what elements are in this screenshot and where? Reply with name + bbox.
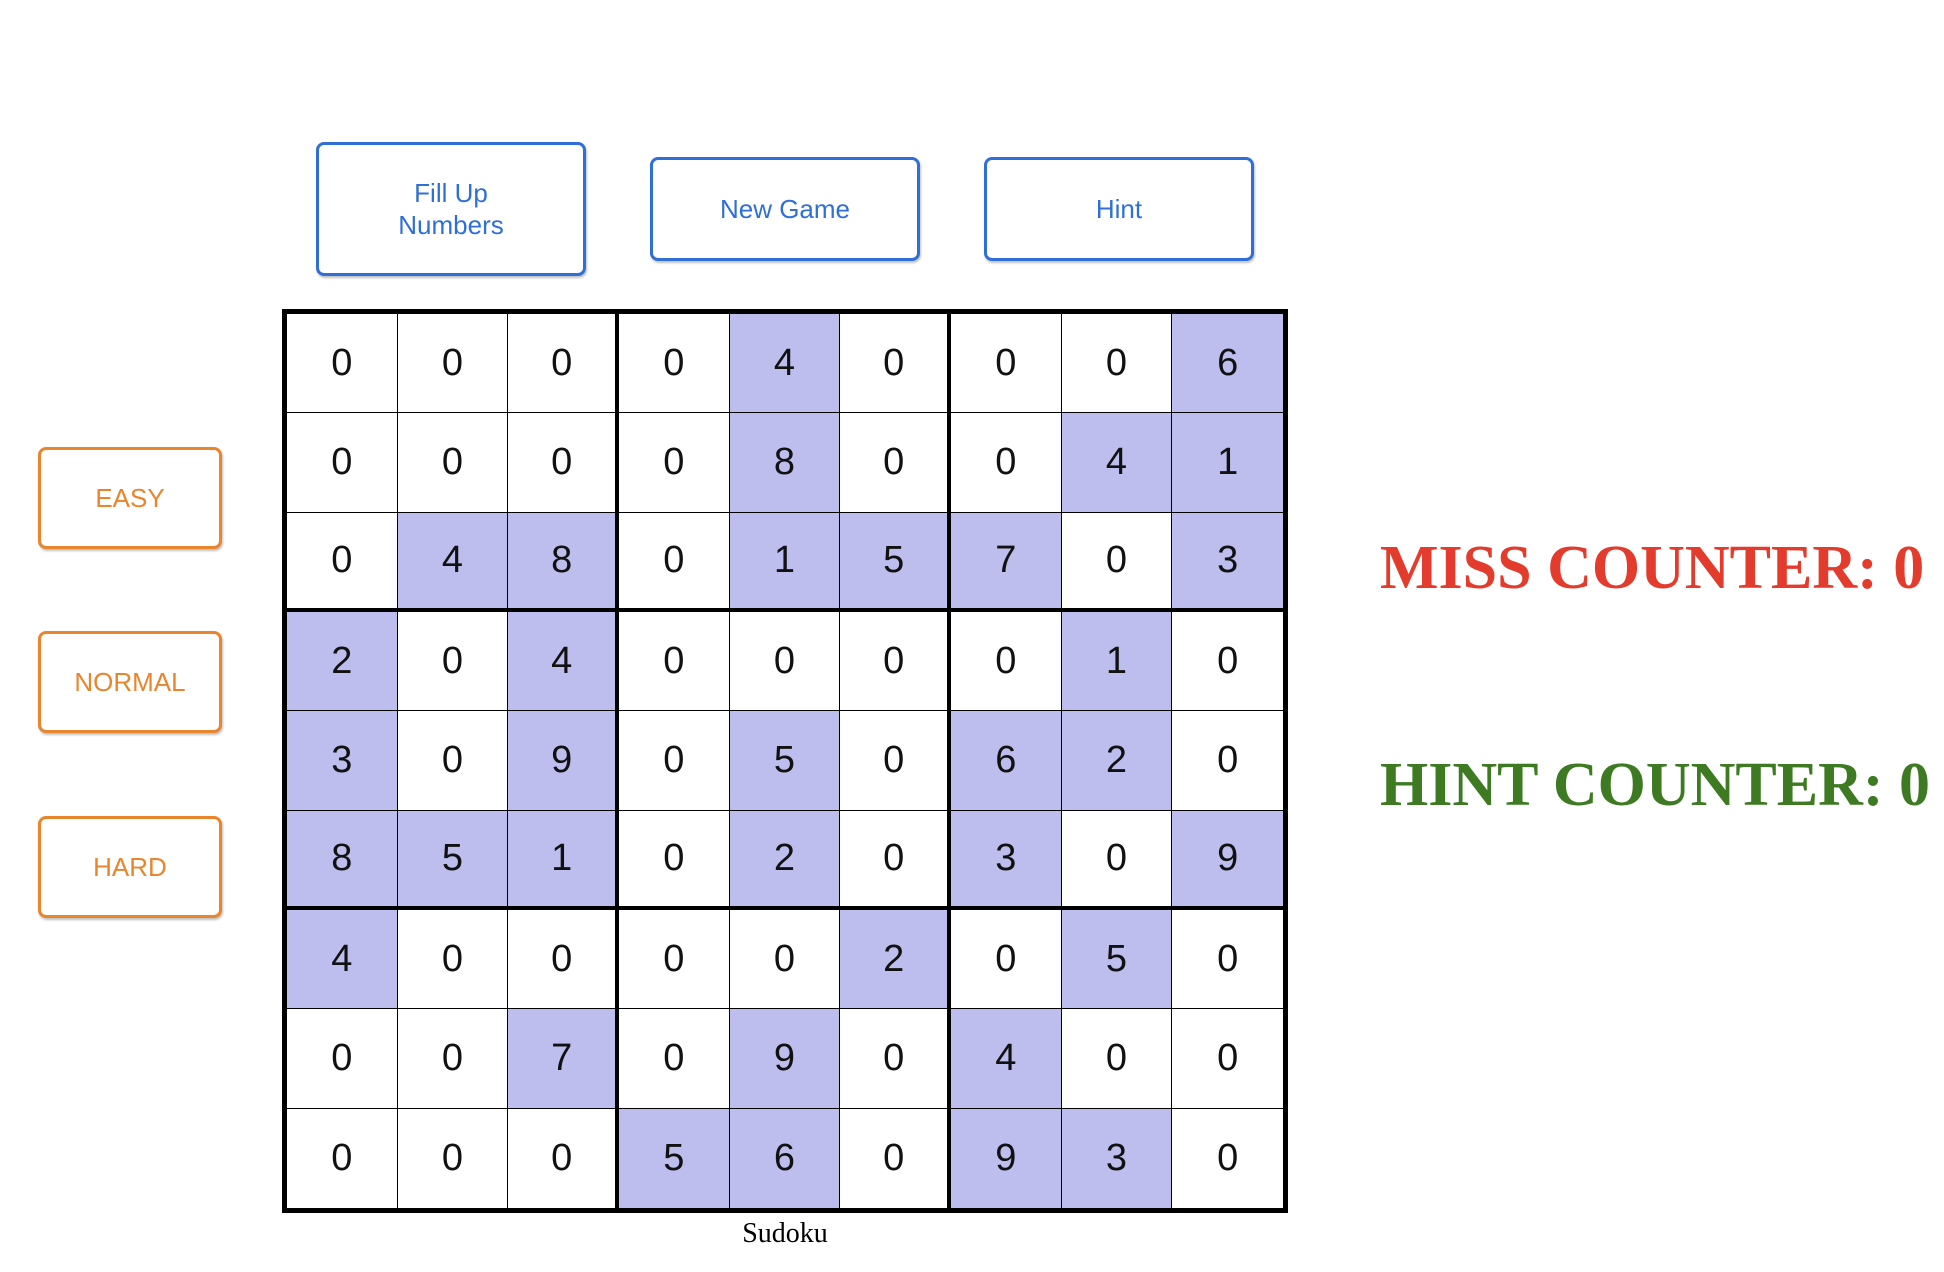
sudoku-cell[interactable]: 1	[1172, 413, 1283, 513]
sudoku-cell[interactable]: 8	[508, 512, 619, 612]
sudoku-cell[interactable]: 0	[397, 612, 509, 712]
sudoku-cell[interactable]: 0	[287, 1108, 398, 1208]
sudoku-cell[interactable]: 9	[950, 1108, 1062, 1208]
sudoku-cell[interactable]: 0	[950, 413, 1062, 513]
sudoku-cell[interactable]: 4	[508, 612, 619, 712]
sudoku-cell[interactable]: 0	[287, 1009, 398, 1109]
hint-button[interactable]: Hint	[984, 157, 1254, 261]
sudoku-cell[interactable]: 0	[840, 314, 951, 414]
sudoku-cell[interactable]: 0	[397, 314, 509, 414]
sudoku-cell[interactable]: 9	[729, 1009, 841, 1109]
sudoku-cell[interactable]: 0	[1061, 1009, 1173, 1109]
sudoku-cell[interactable]: 5	[397, 810, 509, 910]
sudoku-cell[interactable]: 0	[287, 512, 398, 612]
sudoku-cell[interactable]: 0	[1172, 711, 1283, 811]
sudoku-cell[interactable]: 5	[1061, 910, 1173, 1010]
sudoku-cell[interactable]: 0	[287, 413, 398, 513]
sudoku-cell[interactable]: 0	[840, 711, 951, 811]
sudoku-cell[interactable]: 1	[729, 512, 841, 612]
sudoku-cell[interactable]: 5	[618, 1108, 730, 1208]
sudoku-cell[interactable]: 4	[950, 1009, 1062, 1109]
sudoku-cell[interactable]: 5	[840, 512, 951, 612]
sudoku-cell[interactable]: 0	[729, 612, 841, 712]
fill-up-numbers-button[interactable]: Fill Up Numbers	[316, 142, 586, 276]
sudoku-cell[interactable]: 0	[840, 810, 951, 910]
sudoku-cell[interactable]: 9	[1172, 810, 1283, 910]
sudoku-cell[interactable]: 0	[1172, 1108, 1283, 1208]
sudoku-cell[interactable]: 0	[950, 314, 1062, 414]
sudoku-cell[interactable]: 0	[729, 910, 841, 1010]
sudoku-cell[interactable]: 0	[840, 413, 951, 513]
sudoku-cell[interactable]: 0	[1061, 512, 1173, 612]
sudoku-cell[interactable]: 0	[618, 314, 730, 414]
sudoku-cell[interactable]: 0	[1061, 810, 1173, 910]
sudoku-cell[interactable]: 2	[287, 612, 398, 712]
normal-difficulty-button[interactable]: NORMAL	[38, 631, 222, 733]
sudoku-cell[interactable]: 9	[508, 711, 619, 811]
sudoku-cell[interactable]: 0	[1172, 1009, 1283, 1109]
sudoku-cell[interactable]: 0	[1061, 314, 1173, 414]
sudoku-cell[interactable]: 4	[287, 910, 398, 1010]
sudoku-cell[interactable]: 0	[840, 1009, 951, 1109]
sudoku-cell[interactable]: 2	[729, 810, 841, 910]
sudoku-cell[interactable]: 0	[840, 612, 951, 712]
sudoku-cell[interactable]: 4	[397, 512, 509, 612]
sudoku-cell[interactable]: 0	[618, 512, 730, 612]
hard-difficulty-button[interactable]: HARD	[38, 816, 222, 918]
sudoku-cell[interactable]: 5	[729, 711, 841, 811]
sudoku-cell[interactable]: 6	[1172, 314, 1283, 414]
sudoku-cell[interactable]: 0	[950, 910, 1062, 1010]
sudoku-cell[interactable]: 4	[1061, 413, 1173, 513]
sudoku-cell[interactable]: 0	[1172, 910, 1283, 1010]
sudoku-cell[interactable]: 0	[508, 314, 619, 414]
sudoku-cell[interactable]: 0	[950, 612, 1062, 712]
sudoku-cell[interactable]: 0	[618, 711, 730, 811]
sudoku-cell[interactable]: 3	[1172, 512, 1283, 612]
sudoku-cell[interactable]: 0	[397, 910, 509, 1010]
new-game-button[interactable]: New Game	[650, 157, 920, 261]
sudoku-cell[interactable]: 0	[397, 711, 509, 811]
board-caption: Sudoku	[742, 1218, 828, 1249]
sudoku-cell[interactable]: 0	[287, 314, 398, 414]
sudoku-cell[interactable]: 0	[1172, 612, 1283, 712]
sudoku-cell[interactable]: 3	[287, 711, 398, 811]
easy-difficulty-button[interactable]: EASY	[38, 447, 222, 549]
sudoku-cell[interactable]: 0	[397, 413, 509, 513]
sudoku-cell[interactable]: 7	[950, 512, 1062, 612]
sudoku-cell[interactable]: 0	[618, 612, 730, 712]
sudoku-cell[interactable]: 4	[729, 314, 841, 414]
sudoku-cell[interactable]: 3	[1061, 1108, 1173, 1208]
sudoku-cell[interactable]: 2	[1061, 711, 1173, 811]
sudoku-cell[interactable]: 0	[508, 413, 619, 513]
sudoku-cell[interactable]: 0	[618, 810, 730, 910]
miss-counter: MISS COUNTER: 0	[1380, 534, 1925, 602]
sudoku-cell[interactable]: 3	[950, 810, 1062, 910]
sudoku-cell[interactable]: 1	[508, 810, 619, 910]
sudoku-cell[interactable]: 0	[840, 1108, 951, 1208]
sudoku-cell[interactable]: 0	[618, 910, 730, 1010]
hint-counter: HINT COUNTER: 0	[1380, 751, 1931, 819]
sudoku-cell[interactable]: 2	[840, 910, 951, 1010]
sudoku-cell[interactable]: 0	[618, 413, 730, 513]
sudoku-cell[interactable]: 6	[950, 711, 1062, 811]
sudoku-cell[interactable]: 6	[729, 1108, 841, 1208]
sudoku-cell[interactable]: 0	[508, 910, 619, 1010]
sudoku-cell[interactable]: 0	[508, 1108, 619, 1208]
sudoku-cell[interactable]: 8	[729, 413, 841, 513]
sudoku-cell[interactable]: 1	[1061, 612, 1173, 712]
sudoku-cell[interactable]: 7	[508, 1009, 619, 1109]
sudoku-cell[interactable]: 0	[397, 1009, 509, 1109]
sudoku-cell[interactable]: 0	[618, 1009, 730, 1109]
sudoku-cell[interactable]: 8	[287, 810, 398, 910]
sudoku-cell[interactable]: 0	[397, 1108, 509, 1208]
